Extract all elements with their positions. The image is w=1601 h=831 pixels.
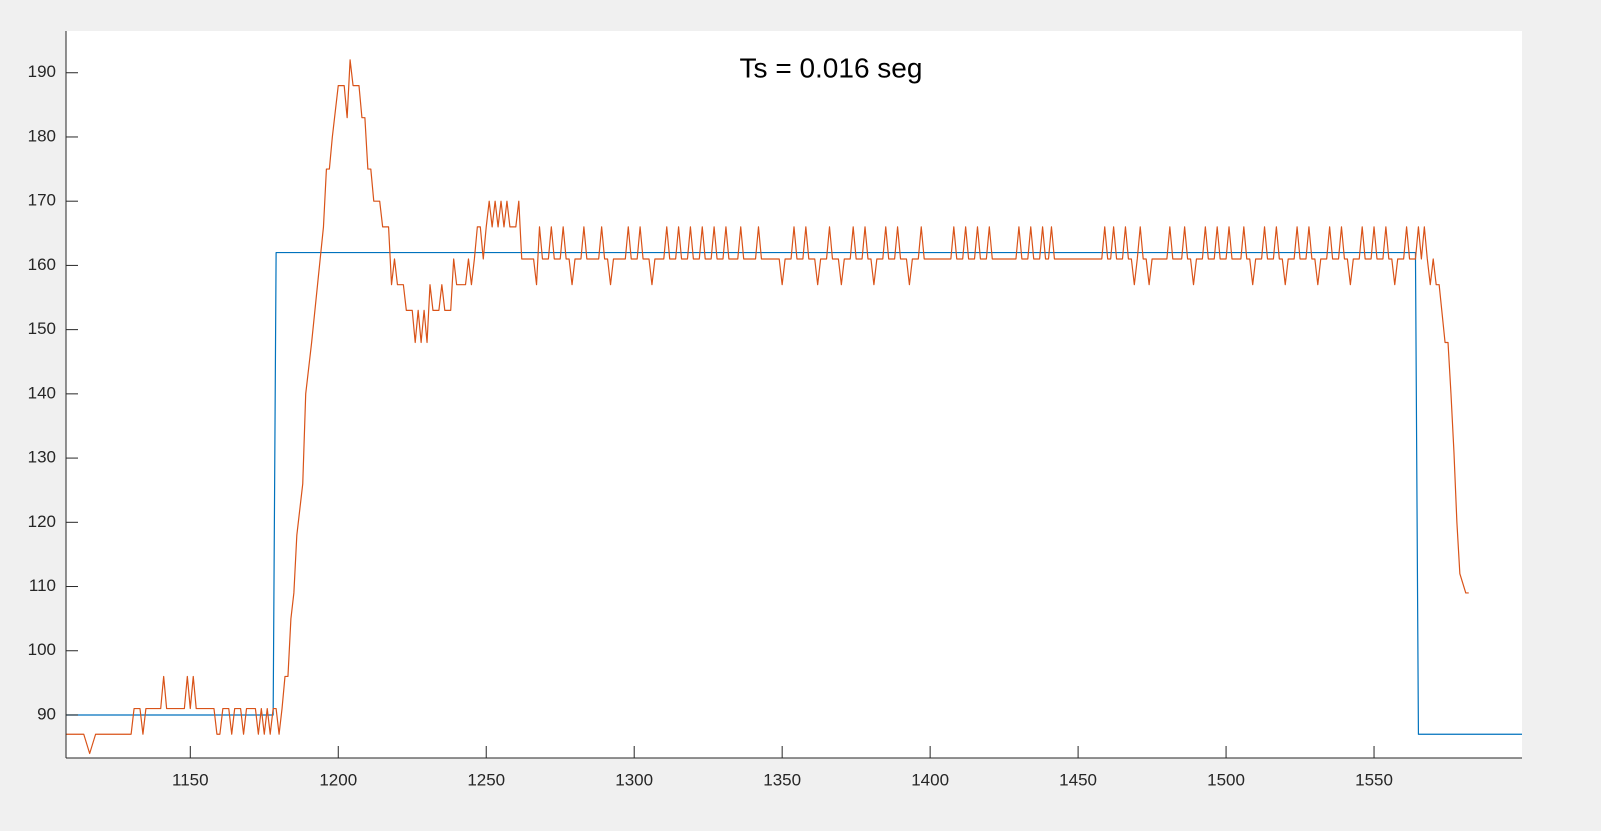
series-line — [66, 251, 1522, 735]
y-tick-label: 190 — [28, 62, 56, 81]
y-tick-label: 160 — [28, 255, 56, 274]
y-tick-label: 140 — [28, 383, 56, 402]
plot-area — [66, 31, 1522, 758]
y-tick-label: 170 — [28, 191, 56, 210]
y-tick-label: 120 — [28, 512, 56, 531]
x-tick-label: 1150 — [172, 770, 209, 789]
x-tick-label: 1450 — [1059, 770, 1097, 789]
series-line — [66, 59, 1469, 755]
x-tick-label: 1350 — [763, 770, 801, 789]
x-tick-label: 1500 — [1207, 770, 1245, 789]
y-tick-label: 110 — [29, 576, 56, 595]
y-tick-label: 90 — [37, 704, 56, 723]
x-tick-label: 1550 — [1355, 770, 1393, 789]
y-tick-label: 150 — [28, 319, 56, 338]
x-tick-label: 1300 — [615, 770, 653, 789]
x-tick-label: 1250 — [467, 770, 505, 789]
x-tick-label: 1200 — [319, 770, 357, 789]
y-tick-label: 180 — [28, 126, 56, 145]
annotation: Ts = 0.016 seg — [740, 52, 923, 83]
y-tick-label: 130 — [28, 448, 56, 467]
x-tick-label: 1400 — [911, 770, 949, 789]
series-group — [66, 59, 1522, 755]
y-tick-label: 100 — [28, 640, 56, 659]
